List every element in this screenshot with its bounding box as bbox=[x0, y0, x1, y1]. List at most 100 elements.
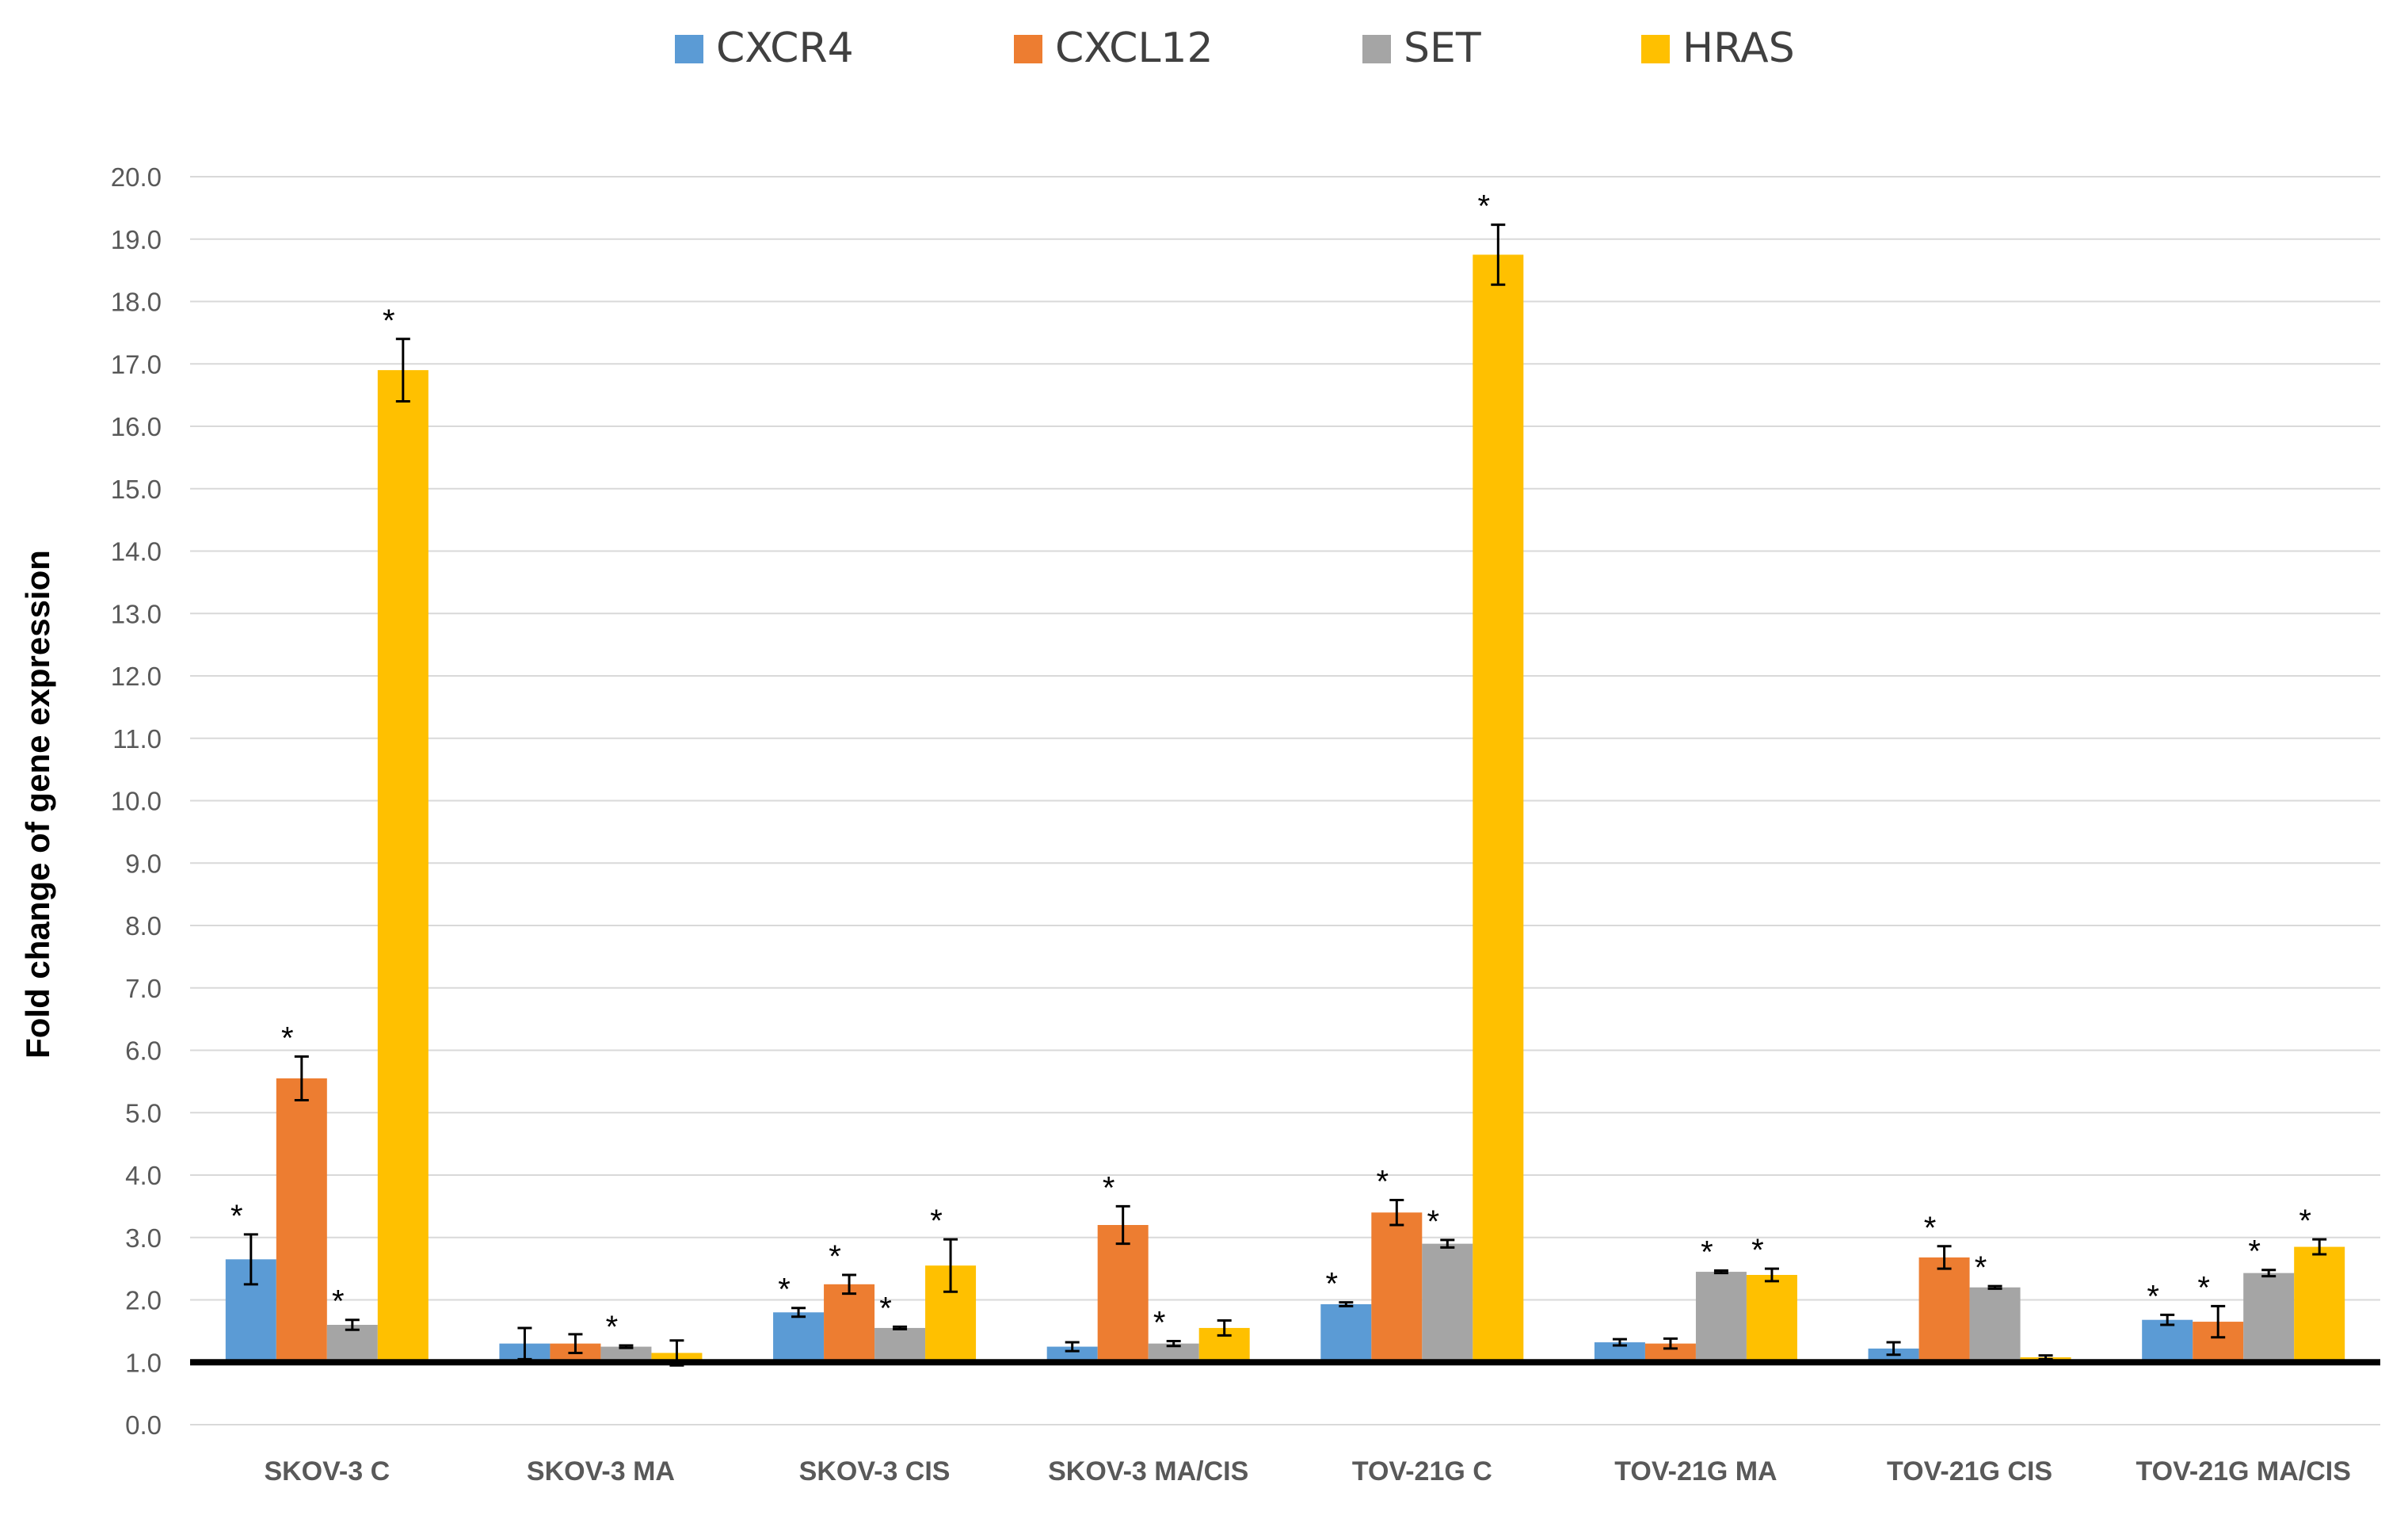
significance-star: * bbox=[231, 1199, 243, 1234]
significance-star: * bbox=[2299, 1204, 2311, 1238]
error-bar-cxcr4-8 bbox=[2160, 1313, 2175, 1326]
category-label: TOV-21G CIS bbox=[1887, 1456, 2052, 1486]
y-tick-label: 18.0 bbox=[111, 288, 162, 317]
error-bar-set-5 bbox=[1440, 1238, 1455, 1249]
significance-markers: * * * * * * * * * * * * * * * * * * * * * * * bbox=[231, 189, 2311, 1345]
significance-star: * bbox=[332, 1284, 345, 1319]
significance-star: * bbox=[829, 1239, 841, 1274]
y-tick-label: 5.0 bbox=[125, 1098, 162, 1128]
error-bar-set-2 bbox=[619, 1344, 634, 1349]
significance-star: * bbox=[778, 1273, 791, 1307]
bar-cxcl12-1 bbox=[276, 1078, 327, 1363]
error-bar-cxcl12-6 bbox=[1663, 1337, 1678, 1350]
bar-set-2 bbox=[600, 1346, 652, 1363]
error-bar-set-1 bbox=[345, 1318, 360, 1331]
legend-label-set: SET bbox=[1404, 25, 1481, 72]
legend-swatch-set bbox=[1362, 35, 1391, 63]
y-tick-label: 1.0 bbox=[125, 1348, 162, 1377]
y-axis-label: Fold change of gene expression bbox=[19, 550, 56, 1059]
bar-set-7 bbox=[1969, 1287, 2021, 1363]
error-bar-cxcr4-6 bbox=[1612, 1338, 1627, 1347]
bar-hras-1 bbox=[377, 370, 429, 1363]
category-label: TOV-21G C bbox=[1352, 1456, 1492, 1486]
error-bar-cxcl12-5 bbox=[1389, 1199, 1404, 1227]
error-bar-cxcl12-2 bbox=[568, 1333, 583, 1354]
y-tick-label: 13.0 bbox=[111, 599, 162, 628]
error-bar-cxcl12-8 bbox=[2211, 1304, 2226, 1339]
significance-star: * bbox=[1427, 1204, 1440, 1239]
error-bar-hras-3 bbox=[943, 1238, 958, 1293]
error-bar-cxcr4-4 bbox=[1065, 1341, 1080, 1353]
significance-star: * bbox=[1153, 1305, 1166, 1340]
legend-swatch-cxcl12 bbox=[1014, 35, 1042, 63]
legend-swatch-hras bbox=[1641, 35, 1670, 63]
category-label: SKOV-3 C bbox=[264, 1456, 390, 1486]
y-tick-label: 16.0 bbox=[111, 412, 162, 441]
y-tick-label: 20.0 bbox=[111, 162, 162, 192]
significance-star: * bbox=[1924, 1211, 1937, 1246]
y-tick-label: 9.0 bbox=[125, 849, 162, 878]
error-bar-cxcl12-3 bbox=[842, 1273, 857, 1296]
bar-cxcr4-4 bbox=[1046, 1346, 1098, 1363]
significance-star: * bbox=[1478, 189, 1491, 224]
bar-cxcr4-3 bbox=[773, 1312, 825, 1363]
significance-star: * bbox=[2147, 1279, 2159, 1314]
error-bar-cxcr4-2 bbox=[517, 1326, 532, 1360]
error-bars bbox=[243, 223, 2327, 1367]
bar-hras-5 bbox=[1473, 254, 1524, 1363]
y-tick-label: 15.0 bbox=[111, 475, 162, 504]
bar-cxcl12-5 bbox=[1371, 1212, 1423, 1363]
y-tick-label: 2.0 bbox=[125, 1286, 162, 1315]
bar-set-8 bbox=[2243, 1273, 2295, 1363]
y-tick-label: 4.0 bbox=[125, 1161, 162, 1190]
legend: CXCR4 CXCL12 SET HRAS bbox=[675, 25, 1795, 72]
error-bar-cxcr4-7 bbox=[1886, 1341, 1901, 1357]
bar-cxcl12-6 bbox=[1644, 1343, 1696, 1363]
y-tick-label: 19.0 bbox=[111, 225, 162, 254]
bar-cxcl12-7 bbox=[1918, 1257, 1970, 1363]
significance-star: * bbox=[930, 1204, 943, 1238]
y-tick-label: 17.0 bbox=[111, 349, 162, 379]
error-bar-set-7 bbox=[1987, 1284, 2002, 1290]
bar-set-1 bbox=[326, 1325, 378, 1363]
error-bar-cxcr4-3 bbox=[791, 1307, 806, 1318]
significance-star: * bbox=[2248, 1235, 2261, 1269]
y-tick-label: 10.0 bbox=[111, 787, 162, 816]
bar-hras-8 bbox=[2294, 1246, 2345, 1363]
legend-label-hras: HRAS bbox=[1682, 25, 1795, 72]
y-tick-label: 11.0 bbox=[112, 724, 162, 754]
category-label: SKOV-3 MA/CIS bbox=[1048, 1456, 1248, 1486]
x-axis-categories: SKOV-3 C SKOV-3 MA SKOV-3 CIS SKOV-3 MA/CIS… bbox=[264, 1456, 2350, 1486]
error-bar-cxcl12-4 bbox=[1115, 1204, 1130, 1246]
category-label: TOV-21G MA bbox=[1614, 1456, 1777, 1486]
category-label: SKOV-3 MA bbox=[527, 1456, 675, 1486]
significance-star: * bbox=[281, 1021, 294, 1055]
error-bar-cxcr4-1 bbox=[243, 1233, 258, 1286]
bar-cxcl12-3 bbox=[824, 1284, 875, 1363]
category-label: SKOV-3 CIS bbox=[799, 1456, 951, 1486]
error-bar-hras-7 bbox=[2038, 1354, 2053, 1360]
bar-set-6 bbox=[1695, 1272, 1747, 1363]
legend-label-cxcr4: CXCR4 bbox=[716, 25, 854, 72]
bars bbox=[225, 254, 2345, 1363]
significance-star: * bbox=[1326, 1267, 1339, 1302]
error-bar-set-6 bbox=[1713, 1269, 1728, 1275]
significance-star: * bbox=[1701, 1235, 1713, 1269]
category-label: TOV-21G MA/CIS bbox=[2136, 1456, 2350, 1486]
error-bar-hras-1 bbox=[395, 338, 410, 403]
error-bar-cxcr4-5 bbox=[1339, 1301, 1354, 1307]
error-bar-cxcl12-1 bbox=[294, 1055, 309, 1101]
bar-set-3 bbox=[874, 1327, 926, 1363]
y-tick-label: 0.0 bbox=[125, 1410, 162, 1440]
y-tick-label: 12.0 bbox=[111, 662, 162, 691]
bar-cxcl12-4 bbox=[1097, 1225, 1149, 1363]
error-bar-hras-8 bbox=[2312, 1238, 2327, 1256]
legend-label-cxcl12: CXCL12 bbox=[1055, 25, 1214, 72]
significance-star: * bbox=[879, 1291, 892, 1326]
bar-cxcr4-8 bbox=[2142, 1319, 2193, 1363]
y-axis-ticks: 0.0 1.0 2.0 3.0 4.0 5.0 6.0 7.0 8.0 9.0 10.0 11.0 12… bbox=[111, 162, 162, 1440]
error-bar-hras-5 bbox=[1491, 223, 1506, 286]
significance-star: * bbox=[606, 1310, 619, 1345]
